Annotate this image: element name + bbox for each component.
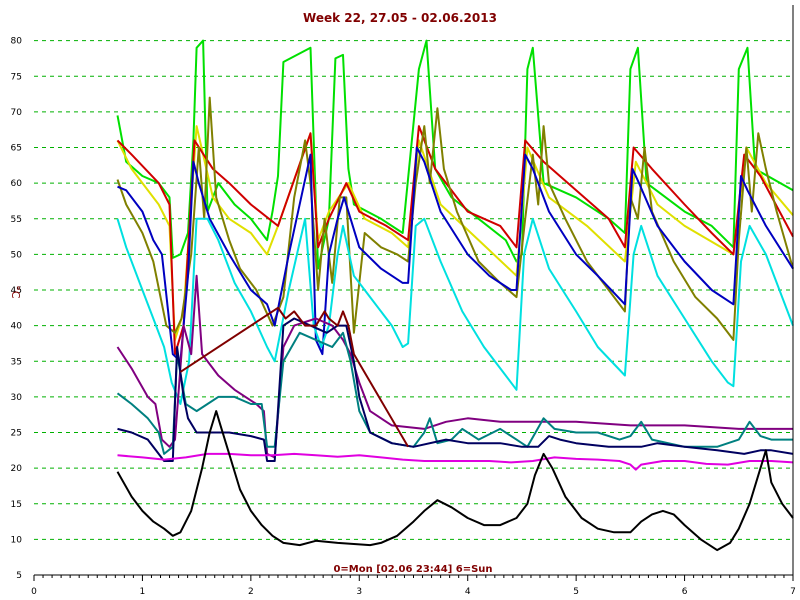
y-tick-label: 20 bbox=[11, 464, 23, 474]
series-line-10 bbox=[117, 452, 794, 471]
series-line-11 bbox=[116, 410, 794, 552]
y-tick-label: 50 bbox=[11, 250, 23, 260]
y-axis-label: °C bbox=[9, 285, 22, 299]
series-line-9 bbox=[117, 317, 794, 462]
x-axis-note: 0=Mon [02.06 23:44] 6=Sun bbox=[333, 564, 492, 575]
x-tick-label: 1 bbox=[140, 587, 146, 597]
y-tick-label: 65 bbox=[11, 144, 22, 154]
data-series bbox=[116, 39, 794, 552]
series-line-6 bbox=[116, 217, 794, 405]
y-tick-label: 40 bbox=[11, 322, 23, 332]
y-tick-label: 80 bbox=[11, 37, 23, 47]
y-tick-label: 35 bbox=[11, 357, 22, 367]
y-tick-label: 75 bbox=[11, 72, 22, 82]
x-tick-label: 2 bbox=[248, 587, 254, 597]
series-line-1 bbox=[116, 39, 794, 270]
y-tick-label: 55 bbox=[11, 215, 22, 225]
x-tick-label: 4 bbox=[465, 587, 471, 597]
x-tick-label: 5 bbox=[573, 587, 579, 597]
chart-title: Week 22, 27.05 - 02.06.2013 bbox=[303, 11, 497, 25]
x-tick-label: 3 bbox=[356, 587, 362, 597]
x-tick-label: 7 bbox=[790, 587, 796, 597]
y-tick-label: 60 bbox=[11, 179, 23, 189]
y-tick-label: 45 bbox=[11, 286, 22, 296]
y-tick-label: 10 bbox=[11, 535, 23, 545]
y-tick-label: 30 bbox=[11, 393, 23, 403]
x-tick-label: 0 bbox=[31, 587, 37, 597]
series-line-4 bbox=[116, 96, 794, 341]
y-tick-label: 70 bbox=[11, 108, 23, 118]
series-line-12 bbox=[179, 306, 409, 448]
series-line-5 bbox=[117, 146, 794, 363]
x-tick-label: 6 bbox=[682, 587, 688, 597]
y-tick-label: 25 bbox=[11, 429, 22, 439]
y-tick-label: 5 bbox=[16, 571, 22, 581]
y-tick-label: 15 bbox=[11, 500, 22, 510]
